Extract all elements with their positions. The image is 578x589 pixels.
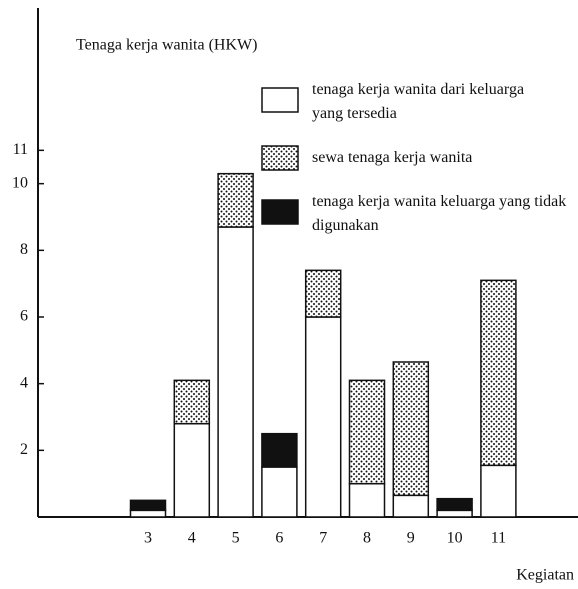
bar-segment bbox=[480, 464, 517, 518]
bar-segment bbox=[348, 482, 386, 518]
y-tick-label: 4 bbox=[20, 374, 28, 391]
legend-label: tenaga kerja wanita dari keluarga yang t… bbox=[312, 81, 525, 122]
bar-segment bbox=[392, 494, 430, 518]
bar-segment bbox=[129, 509, 167, 518]
bar-segment bbox=[173, 422, 211, 518]
x-tick-label: 9 bbox=[407, 530, 415, 547]
y-tick-label: 6 bbox=[20, 308, 28, 325]
bar-segment bbox=[217, 226, 254, 518]
x-tick-label: 11 bbox=[491, 530, 506, 547]
x-axis-label: Kegiatan bbox=[516, 567, 574, 584]
legend-label: sewa tenaga kerja wanita bbox=[312, 149, 473, 166]
x-tick-label: 3 bbox=[144, 530, 152, 547]
bar-segment bbox=[480, 279, 517, 467]
legend-label: tenaga kerja wanita keluarga yang tidak … bbox=[312, 193, 567, 234]
y-tick-label: 10 bbox=[12, 174, 28, 191]
bar-segment bbox=[304, 269, 342, 318]
bar-segment bbox=[304, 316, 342, 518]
legend-swatch bbox=[261, 199, 299, 225]
legend-swatch bbox=[261, 87, 299, 113]
bar-segment bbox=[348, 379, 386, 485]
x-tick-label: 8 bbox=[363, 530, 371, 547]
y-tick-label: 11 bbox=[13, 141, 28, 158]
bar-segment bbox=[261, 432, 298, 468]
x-tick-label: 10 bbox=[447, 530, 463, 547]
y-axis-label: Tenaga kerja wanita (HKW) bbox=[76, 37, 257, 54]
x-tick-label: 4 bbox=[188, 530, 196, 547]
bar-segment bbox=[436, 509, 473, 518]
bar-segment bbox=[436, 497, 473, 512]
bar-segment bbox=[173, 379, 211, 425]
x-tick-label: 6 bbox=[275, 530, 283, 547]
bar-segment bbox=[261, 466, 298, 518]
x-tick-label: 5 bbox=[232, 530, 240, 547]
legend-swatch bbox=[261, 145, 299, 171]
x-tick-label: 7 bbox=[319, 530, 327, 547]
bar-segment bbox=[392, 361, 430, 497]
y-tick-label: 8 bbox=[20, 241, 28, 258]
bar-segment bbox=[217, 172, 254, 228]
bar-segment bbox=[129, 499, 167, 512]
y-tick-label: 2 bbox=[20, 441, 28, 458]
